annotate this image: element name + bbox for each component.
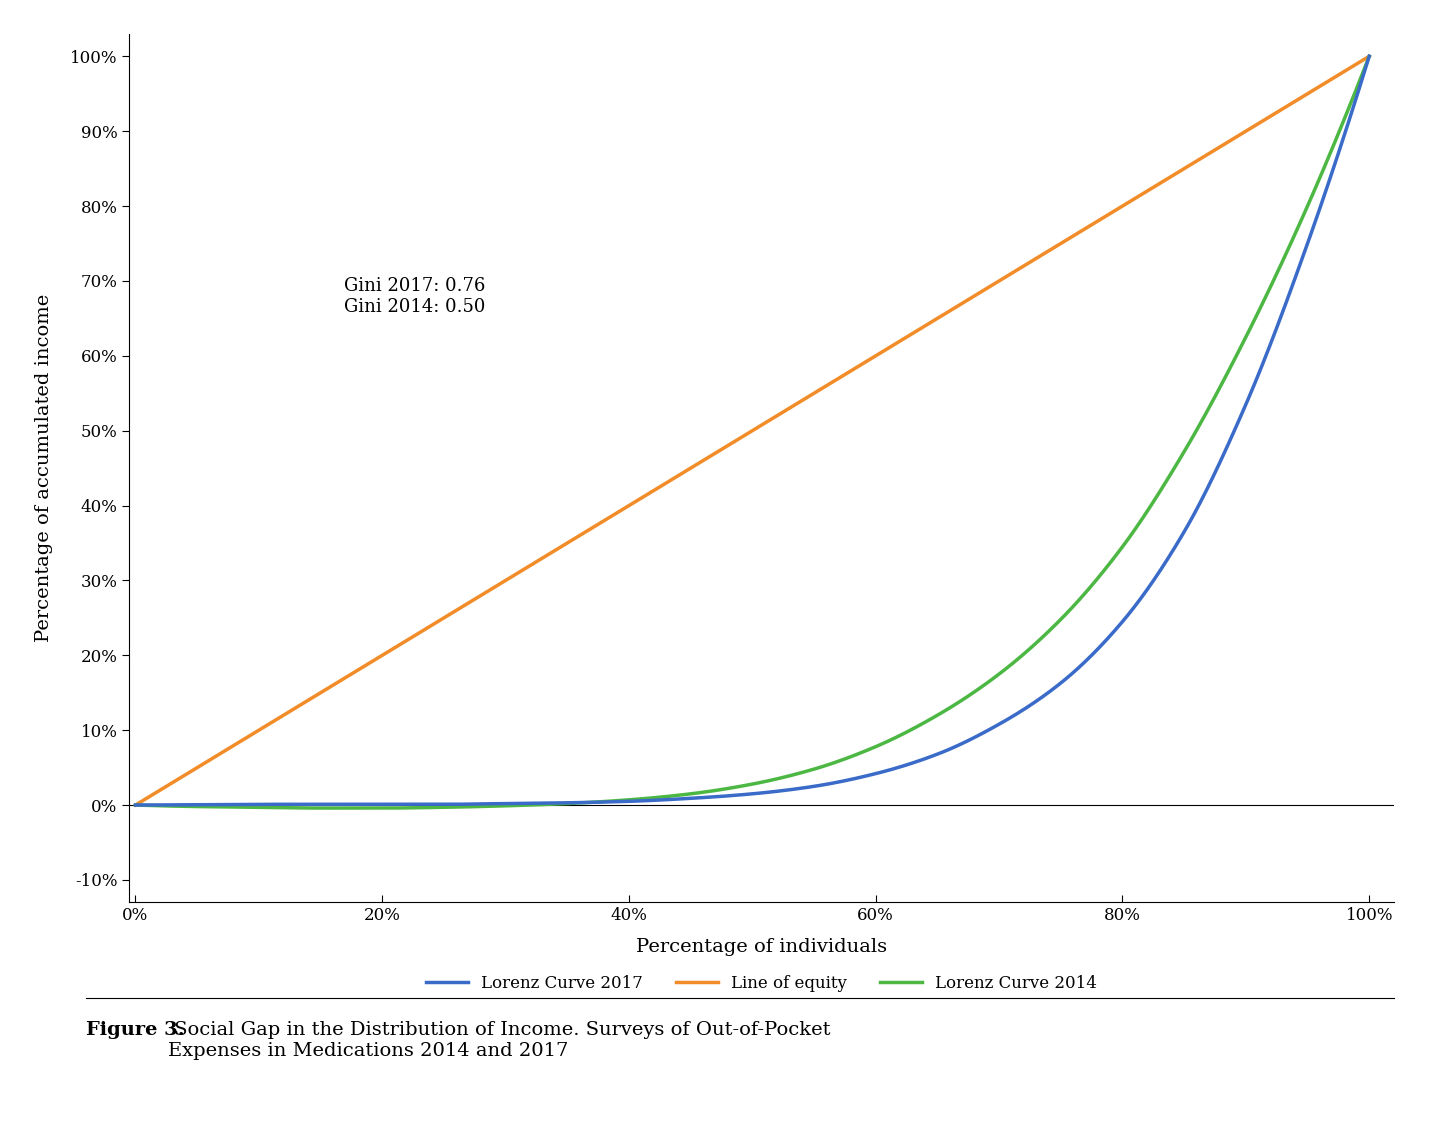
- Text: Social Gap in the Distribution of Income. Surveys of Out-of-Pocket
Expenses in M: Social Gap in the Distribution of Income…: [168, 1021, 831, 1059]
- X-axis label: Percentage of individuals: Percentage of individuals: [637, 938, 887, 957]
- Legend: Lorenz Curve 2017, Line of equity, Lorenz Curve 2014: Lorenz Curve 2017, Line of equity, Loren…: [420, 968, 1104, 998]
- Text: Gini 2017: 0.76
Gini 2014: 0.50: Gini 2017: 0.76 Gini 2014: 0.50: [345, 277, 486, 316]
- Y-axis label: Percentage of accumulated income: Percentage of accumulated income: [36, 294, 53, 642]
- Text: Figure 3.: Figure 3.: [86, 1021, 185, 1039]
